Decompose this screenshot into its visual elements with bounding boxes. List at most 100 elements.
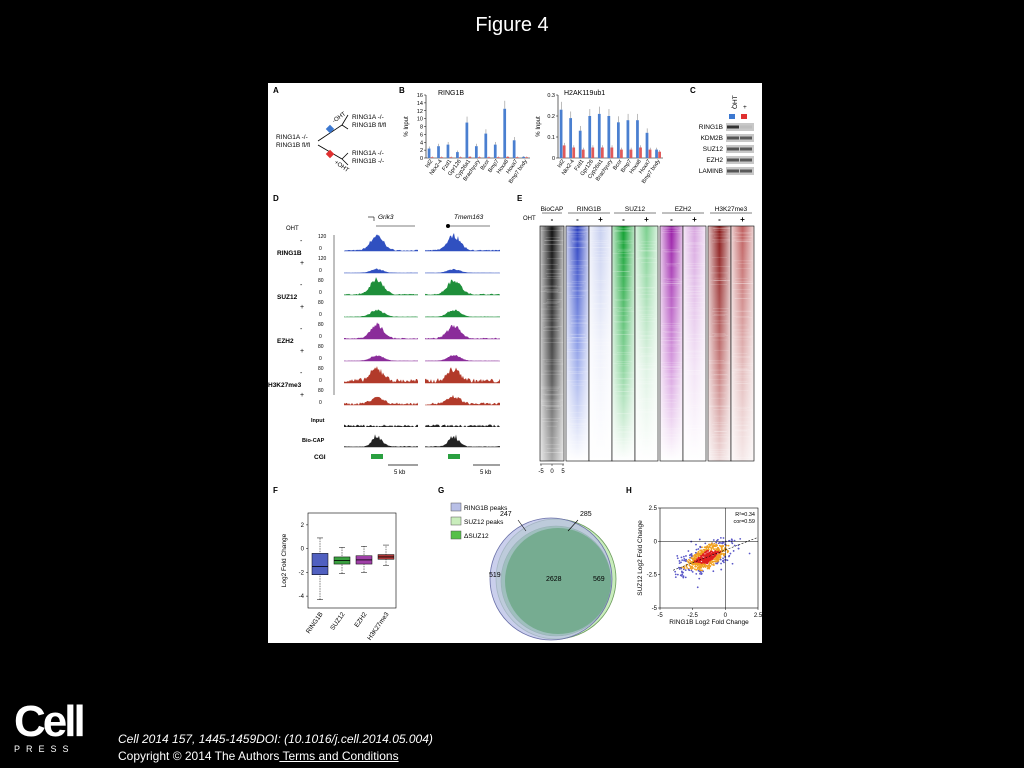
scatter-point <box>728 554 731 557</box>
scatter-point <box>716 555 719 557</box>
bar <box>648 149 652 158</box>
scatter-point <box>724 543 727 546</box>
y-tick-label: 0.1 <box>547 135 555 141</box>
scatter-point <box>697 555 700 557</box>
scatter-point <box>684 569 687 572</box>
x-tick-label: Bcor <box>480 159 491 172</box>
oht-label: OHT <box>286 226 299 232</box>
oht-sign: - <box>576 215 579 224</box>
track-scale-zero: 0 <box>319 400 322 406</box>
scatter-point <box>723 561 725 564</box>
coverage-track <box>425 324 500 339</box>
scatter-point <box>686 567 689 569</box>
scatter-point <box>702 561 705 563</box>
scatter-point <box>680 567 683 570</box>
track-scale-zero: 0 <box>319 312 322 318</box>
scatter-point <box>683 567 686 570</box>
scalebar-label: 5 kb <box>480 470 492 476</box>
heatmap-axis-tick: -5 <box>538 469 544 475</box>
scatter-point <box>737 547 740 550</box>
scatter-point <box>678 562 681 565</box>
coverage-track <box>425 309 500 317</box>
scatter-point <box>703 546 706 549</box>
scatter-point <box>707 546 710 549</box>
biocap-track <box>425 434 500 447</box>
scatter-point <box>694 551 697 554</box>
scatter-point <box>715 541 718 544</box>
track-scale-zero: 0 <box>319 246 322 252</box>
scatter-point <box>719 536 722 539</box>
scatter-point <box>709 544 712 547</box>
gene-grik3: Grik3 <box>378 214 394 221</box>
scatter-point <box>695 565 697 568</box>
track-scale-max: 80 <box>318 322 324 328</box>
bar <box>572 147 576 158</box>
y-axis-label: SUZ12 Log2 Fold Change <box>637 520 644 596</box>
scatter-point <box>692 555 695 557</box>
bar <box>562 145 566 158</box>
panel-c: C OHT - + RING1B KDM2B SUZ12 EZH2 LAMINB <box>690 86 754 175</box>
scatter-point <box>717 560 720 562</box>
bar <box>639 147 642 158</box>
bar <box>468 156 472 158</box>
figure-panel: A RING1A -/-RING1B fl/fl -OHT +OHT RING1… <box>268 83 762 643</box>
scatter-point <box>685 560 687 563</box>
scatter-point <box>685 558 688 561</box>
scatter-point <box>713 548 715 551</box>
terms-link[interactable]: Terms and Conditions <box>279 749 399 763</box>
bar <box>512 140 516 158</box>
scatter-point <box>701 549 703 552</box>
scatter-point <box>739 537 742 540</box>
track-scale-max: 120 <box>318 234 327 240</box>
blot-row-label: LAMINB <box>699 168 723 175</box>
scatter-point <box>693 568 696 571</box>
bar <box>588 116 592 158</box>
oht-label: OHT <box>523 216 536 222</box>
input-track <box>344 424 418 427</box>
scatter-point <box>713 555 715 558</box>
track-scale-zero: 0 <box>319 268 322 274</box>
cgi-box <box>371 454 383 459</box>
bar <box>626 120 630 158</box>
blot-row-label: SUZ12 <box>703 146 724 153</box>
bar <box>449 157 453 158</box>
slide-title: Figure 4 <box>475 14 549 36</box>
oht-sign: + <box>598 215 603 224</box>
scatter-point <box>704 558 707 561</box>
scatter-point <box>708 567 711 570</box>
blot-band <box>727 158 739 162</box>
scatter-point <box>715 545 718 547</box>
scatter-point <box>731 542 734 545</box>
heatmap-column-label: SUZ12 <box>625 206 646 213</box>
scatter-point <box>720 545 723 547</box>
y-tick-label: 0 <box>552 156 555 162</box>
scatter-point <box>696 563 698 565</box>
coverage-track <box>344 309 418 317</box>
scatter-point <box>697 569 700 572</box>
scatter-point <box>701 551 703 554</box>
scatter-point <box>698 577 701 580</box>
scatter-point <box>704 542 707 545</box>
scatter-point <box>676 573 679 576</box>
coverage-track <box>344 366 418 383</box>
panel-a: A RING1A -/-RING1B fl/fl -OHT +OHT RING1… <box>273 86 387 174</box>
scatter-point <box>725 544 728 547</box>
oht-sign: + <box>300 348 304 355</box>
track-scale-max: 80 <box>318 388 324 394</box>
y-axis-label: % Input <box>536 116 542 137</box>
scatter-point <box>688 554 691 557</box>
scatter-point <box>695 543 697 546</box>
logo-press: PRESS <box>14 744 75 754</box>
plus-oht-swatch-icon <box>741 114 747 119</box>
scatter-point <box>715 562 717 565</box>
bar <box>506 156 510 158</box>
scatter-point <box>697 548 700 550</box>
y-tick-label: 8 <box>420 125 423 131</box>
box <box>311 553 329 575</box>
x-tick-label: SUZ12 <box>329 611 347 632</box>
scatter-point <box>722 552 725 555</box>
scatter-point <box>681 571 683 574</box>
scatter-point <box>707 550 710 552</box>
